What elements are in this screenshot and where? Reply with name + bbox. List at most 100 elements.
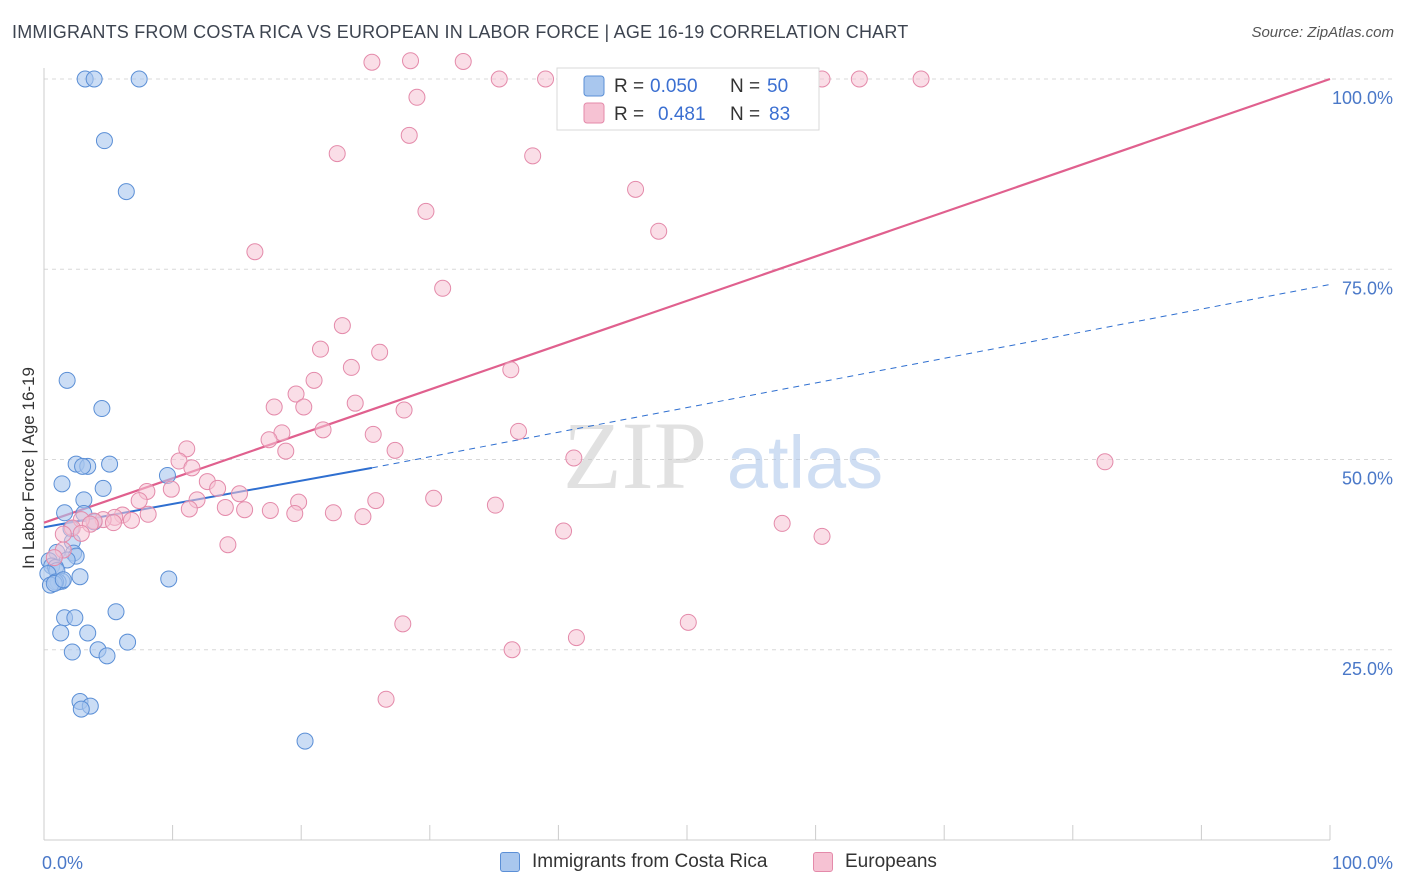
point-europeans-19: [246, 243, 264, 261]
point-costa-rica-44: [98, 647, 116, 665]
point-europeans-21: [333, 317, 351, 335]
legend-n-value-pink: 83: [769, 104, 790, 125]
point-costa-rica-10: [74, 457, 92, 475]
point-europeans-83: [1096, 453, 1114, 471]
point-europeans-75: [219, 536, 237, 554]
point-europeans-36: [260, 431, 278, 449]
legend-r-value-pink: 0.481: [658, 104, 706, 125]
legend-label-europeans: Europeans: [845, 851, 937, 872]
chart-title: IMMIGRANTS FROM COSTA RICA VS EUROPEAN I…: [12, 22, 909, 42]
point-europeans-58: [286, 505, 304, 523]
point-costa-rica-40: [79, 624, 97, 642]
point-costa-rica-15: [56, 504, 74, 522]
point-europeans-45: [209, 479, 227, 497]
legend-r-label-blue: R =: [614, 76, 644, 97]
point-europeans-48: [367, 492, 385, 510]
point-europeans-39: [277, 442, 295, 460]
point-europeans-23: [371, 343, 389, 361]
legend-swatch-europeans: [813, 852, 833, 872]
watermark-atlas: atlas: [727, 421, 883, 504]
point-europeans-31: [395, 401, 413, 419]
y-tick-label-2: 75.0%: [1342, 278, 1393, 298]
point-europeans-5: [850, 70, 868, 88]
point-costa-rica-47: [72, 700, 90, 718]
point-costa-rica-49: [54, 571, 72, 589]
legend-swatch-blue: [583, 75, 605, 97]
point-costa-rica-41: [119, 633, 137, 651]
point-europeans-84: [45, 549, 63, 567]
point-europeans-71: [72, 524, 90, 542]
legend-swatch-costa-rica: [500, 852, 520, 872]
point-europeans-52: [216, 498, 234, 516]
point-costa-rica-13: [94, 479, 112, 497]
point-europeans-81: [377, 690, 395, 708]
legend-r-value-blue: 0.050: [650, 76, 698, 97]
point-costa-rica-4: [117, 183, 135, 201]
point-europeans-73: [555, 522, 573, 540]
series-legend: Immigrants from Costa Rica Europeans: [0, 851, 1406, 877]
legend-label-costa-rica: Immigrants from Costa Rica: [532, 851, 768, 872]
tick-labels: 25.0% 50.0% 75.0% 100.0% 0.0% 100.0%: [42, 88, 1393, 873]
point-costa-rica-35: [160, 570, 178, 588]
watermark-zip: ZIP: [563, 402, 707, 509]
axes: [43, 68, 1331, 841]
point-europeans-74: [813, 527, 831, 545]
point-europeans-49: [425, 489, 443, 507]
point-europeans-29: [265, 398, 283, 416]
point-costa-rica-6: [93, 400, 111, 418]
series-europeans-points: [45, 52, 1114, 708]
point-costa-rica-11: [53, 475, 71, 493]
point-europeans-30: [295, 398, 313, 416]
point-costa-rica-42: [63, 643, 81, 661]
point-costa-rica-38: [66, 609, 84, 627]
trend-europeans: [43, 77, 1331, 524]
source-credit: Source: ZipAtlas.com: [1251, 24, 1394, 41]
point-europeans-77: [394, 615, 412, 633]
point-europeans-12: [408, 88, 426, 106]
point-europeans-69: [54, 525, 72, 543]
point-europeans-20: [434, 279, 452, 297]
point-costa-rica-5: [58, 371, 76, 389]
point-europeans-63: [122, 511, 140, 529]
point-europeans-13: [400, 126, 418, 144]
point-europeans-55: [180, 500, 198, 518]
point-costa-rica-3: [95, 132, 113, 150]
y-tick-label-0: 25.0%: [1342, 659, 1393, 679]
point-europeans-16: [627, 180, 645, 198]
point-europeans-35: [510, 422, 528, 440]
point-europeans-0: [490, 70, 508, 88]
point-europeans-57: [354, 508, 372, 526]
point-europeans-24: [342, 358, 360, 376]
stats-legend: R = 0.050 N = 50 R = 0.481 N = 83: [556, 67, 820, 131]
point-europeans-25: [502, 361, 520, 379]
point-europeans-15: [524, 147, 542, 165]
point-europeans-22: [311, 340, 329, 358]
point-costa-rica-29: [71, 568, 89, 586]
point-europeans-14: [328, 145, 346, 163]
point-europeans-80: [679, 613, 697, 631]
point-europeans-51: [130, 492, 148, 510]
point-costa-rica-2: [130, 70, 148, 88]
point-europeans-33: [314, 421, 332, 439]
series-costa-rica-points: [39, 70, 314, 750]
x-tick-label-left: 0.0%: [42, 853, 83, 873]
x-tick-label-right: 100.0%: [1332, 853, 1393, 873]
point-costa-rica-39: [52, 624, 70, 642]
point-costa-rica-48: [296, 732, 314, 750]
point-europeans-59: [486, 496, 504, 514]
point-europeans-46: [230, 485, 248, 503]
gridlines: [44, 78, 1393, 651]
legend-n-label-pink: N =: [730, 104, 760, 125]
point-europeans-28: [346, 394, 364, 412]
point-europeans-18: [650, 222, 668, 240]
point-europeans-60: [139, 505, 157, 523]
point-europeans-82: [565, 449, 583, 467]
point-europeans-41: [183, 459, 201, 477]
y-axis-label: In Labor Force | Age 16-19: [19, 367, 38, 569]
point-europeans-1: [537, 70, 555, 88]
legend-r-label-pink: R =: [614, 104, 644, 125]
point-europeans-56: [324, 504, 342, 522]
point-europeans-26: [305, 371, 323, 389]
point-europeans-10: [363, 53, 381, 71]
